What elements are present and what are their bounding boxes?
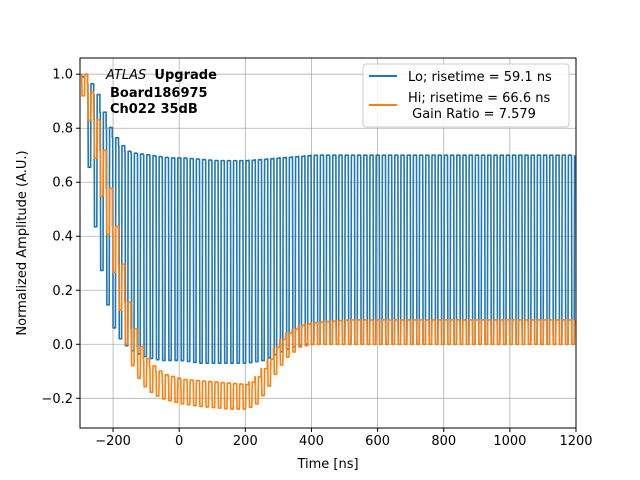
x-axis-label: Time [ns] xyxy=(296,457,358,472)
y-tick-label: 1.0 xyxy=(52,68,73,83)
y-tick-label: −0.2 xyxy=(41,392,73,407)
y-axis-ticks: −0.2 0.0 0.2 0.4 0.6 0.8 1.0 xyxy=(41,68,80,407)
y-tick-label: 0.6 xyxy=(52,176,73,191)
y-tick-label: 0.2 xyxy=(52,284,73,299)
x-axis-ticks: −200 0 200 400 600 800 1000 1200 xyxy=(95,428,593,449)
x-tick-label: −200 xyxy=(95,434,131,449)
annotation-line-2: Board186975 xyxy=(110,86,208,101)
annotation-bold: Upgrade xyxy=(154,68,217,83)
x-tick-label: 200 xyxy=(233,434,258,449)
legend-box xyxy=(362,63,570,128)
legend-label-hi-line: Hi; risetime = 66.6 ns xyxy=(408,91,550,106)
annotation-line-1: ATLAS Upgrade xyxy=(105,68,217,83)
annotation-italic: ATLAS xyxy=(105,68,146,83)
x-tick-label: 800 xyxy=(431,434,456,449)
y-tick-label: 0.8 xyxy=(52,122,73,137)
legend: Lo; risetime = 59.1 ns Hi; risetime = 66… xyxy=(362,63,570,128)
y-tick-label: 0.0 xyxy=(52,338,73,353)
x-tick-label: 1000 xyxy=(493,434,526,449)
series-line-hi xyxy=(80,73,576,410)
x-tick-label: 1200 xyxy=(559,434,592,449)
y-axis-label: Normalized Amplitude (A.U.) xyxy=(15,150,30,335)
legend-label-hi-line: Gain Ratio = 7.579 xyxy=(408,107,536,122)
legend-label-lo: Lo; risetime = 59.1 ns xyxy=(408,70,552,85)
series-layer xyxy=(80,73,576,410)
legend-label-hi: Hi; risetime = 66.6 ns Gain Ratio = 7.57… xyxy=(408,91,550,122)
axes-frame xyxy=(79,57,577,429)
x-tick-label: 400 xyxy=(299,434,324,449)
y-tick-label: 0.4 xyxy=(52,230,73,245)
x-tick-label: 0 xyxy=(175,434,183,449)
atlas-annotation: ATLAS Upgrade Board186975 Ch022 35dB xyxy=(105,68,217,117)
x-tick-label: 600 xyxy=(365,434,390,449)
annotation-line-3: Ch022 35dB xyxy=(110,102,198,117)
